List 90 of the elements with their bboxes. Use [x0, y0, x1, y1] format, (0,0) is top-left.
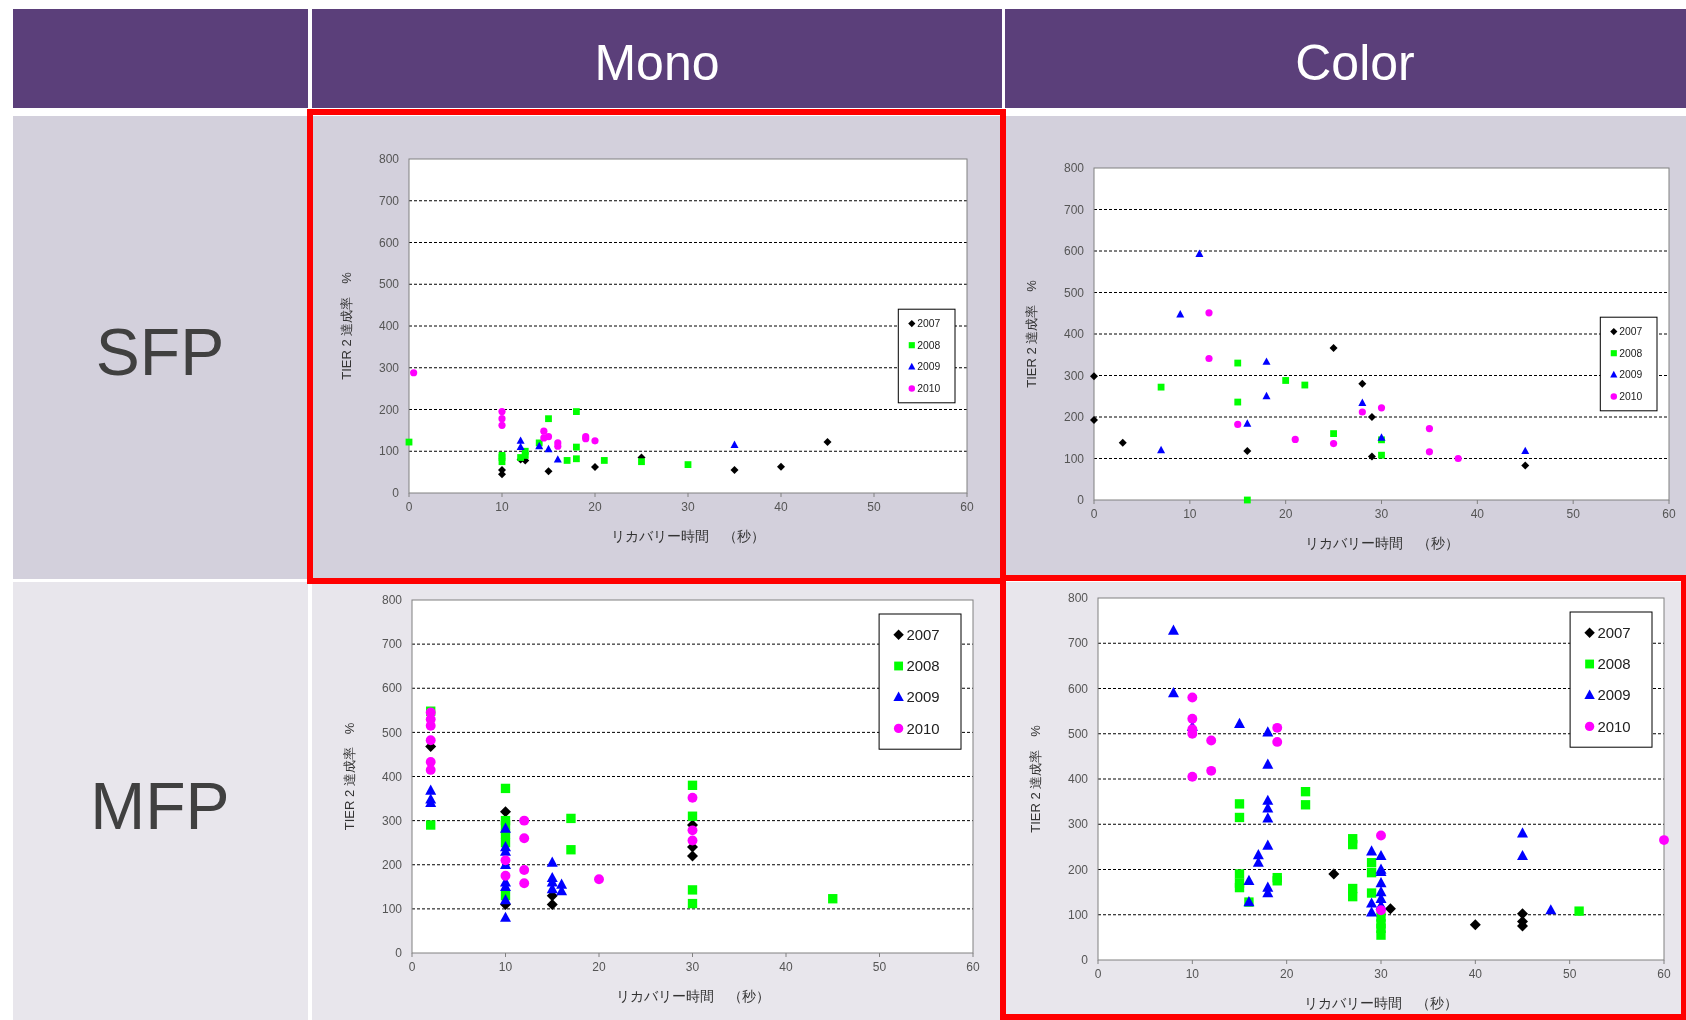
- x-tick-label: 0: [1094, 967, 1102, 981]
- x-tick-label: 50: [872, 960, 887, 974]
- legend-label: 2009: [1597, 686, 1631, 704]
- x-tick-label: 30: [1374, 507, 1389, 521]
- x-tick-label: 0: [405, 500, 413, 514]
- y-tick-label: 400: [378, 319, 400, 334]
- x-tick-label: 0: [408, 960, 416, 974]
- y-tick-label: 200: [1063, 410, 1085, 425]
- x-tick-label: 50: [867, 500, 881, 514]
- legend-label: 2007: [917, 318, 941, 330]
- x-tick-label: 10: [498, 960, 513, 974]
- y-tick-label: 300: [1063, 368, 1085, 383]
- legend-label: 2008: [1619, 347, 1643, 359]
- y-tick-label: 100: [381, 902, 403, 917]
- x-tick-label: 20: [1278, 507, 1293, 521]
- y-tick-label: 700: [1067, 636, 1089, 651]
- x-tick-label: 30: [685, 960, 700, 974]
- y-tick-label: 300: [378, 360, 400, 375]
- text: Color: [1295, 34, 1415, 91]
- text: SFP: [95, 315, 225, 390]
- x-axis-title: リカバリー時間 （秒）: [1304, 535, 1459, 551]
- y-tick-label: 100: [1067, 907, 1089, 922]
- x-tick-label: 20: [592, 960, 606, 974]
- legend-label: 2007: [1619, 326, 1643, 338]
- x-tick-label: 60: [1657, 967, 1671, 981]
- y-tick-label: 200: [1067, 862, 1089, 877]
- y-axis-title: TIER 2 達成率 %: [1024, 279, 1039, 388]
- y-tick-label: 500: [378, 277, 400, 292]
- y-tick-label: 400: [1063, 327, 1085, 342]
- x-tick-label: 20: [588, 500, 602, 514]
- x-tick-label: 60: [1662, 507, 1676, 521]
- y-tick-label: 700: [1063, 202, 1085, 217]
- x-tick-label: 40: [1468, 967, 1483, 981]
- x-tick-label: 40: [1470, 507, 1485, 521]
- x-tick-label: 50: [1566, 507, 1581, 521]
- y-tick-label: 800: [1063, 161, 1085, 176]
- legend-label: 2010: [1597, 717, 1631, 735]
- y-tick-label: 800: [381, 593, 403, 608]
- y-tick-label: 600: [1067, 681, 1089, 696]
- x-axis-title: リカバリー時間 （秒）: [1304, 995, 1458, 1011]
- legend-label: 2008: [917, 339, 941, 351]
- y-tick-label: 300: [1067, 817, 1089, 832]
- x-tick-label: 20: [1279, 967, 1294, 981]
- y-tick-label: 300: [381, 813, 403, 828]
- legend-label: 2007: [906, 626, 940, 644]
- x-axis-title: リカバリー時間 （秒）: [611, 528, 765, 544]
- y-tick-label: 500: [1063, 285, 1085, 300]
- x-tick-label: 10: [1183, 507, 1197, 521]
- x-tick-label: 60: [960, 500, 974, 514]
- x-tick-label: 0: [1090, 507, 1098, 521]
- legend-label: 2008: [906, 657, 940, 675]
- x-tick-label: 10: [1185, 967, 1200, 981]
- legend-label: 2009: [1619, 369, 1643, 381]
- y-tick-label: 500: [381, 725, 403, 740]
- text: Mono: [594, 34, 720, 91]
- legend-label: 2009: [906, 688, 940, 706]
- y-tick-label: 100: [1063, 451, 1085, 466]
- x-tick-label: 40: [779, 960, 793, 974]
- legend-label: 2010: [1619, 391, 1643, 403]
- legend-label: 2008: [1597, 655, 1631, 673]
- y-tick-label: 200: [378, 402, 400, 417]
- legend-label: 2007: [1597, 624, 1631, 642]
- legend-label: 2010: [917, 383, 941, 395]
- y-tick-label: 100: [378, 444, 400, 459]
- x-tick-label: 50: [1562, 967, 1577, 981]
- y-tick-label: 800: [378, 152, 400, 167]
- y-tick-label: 0: [392, 486, 400, 501]
- y-tick-label: 400: [381, 769, 403, 784]
- x-axis-title: リカバリー時間 （秒）: [615, 988, 770, 1004]
- y-tick-label: 600: [381, 681, 403, 696]
- y-tick-label: 200: [381, 857, 403, 872]
- y-tick-label: 600: [1063, 244, 1085, 259]
- y-tick-label: 600: [378, 235, 400, 250]
- y-tick-label: 400: [1067, 772, 1089, 787]
- legend-label: 2010: [906, 719, 940, 737]
- y-tick-label: 500: [1067, 726, 1089, 741]
- y-axis-title: TIER 2 達成率 %: [342, 722, 357, 831]
- x-tick-label: 30: [1374, 967, 1388, 981]
- x-tick-label: 30: [681, 500, 695, 514]
- x-tick-label: 60: [966, 960, 980, 974]
- text: MFP: [90, 769, 230, 844]
- y-tick-label: 700: [381, 637, 403, 652]
- legend-label: 2009: [917, 361, 941, 373]
- x-tick-label: 10: [495, 500, 509, 514]
- y-tick-label: 700: [378, 193, 400, 208]
- y-tick-label: 0: [395, 946, 403, 961]
- y-axis-title: TIER 2 達成率 %: [1028, 724, 1043, 833]
- y-tick-label: 800: [1067, 591, 1089, 606]
- y-axis-title: TIER 2 達成率 %: [339, 271, 354, 380]
- x-tick-label: 40: [774, 500, 788, 514]
